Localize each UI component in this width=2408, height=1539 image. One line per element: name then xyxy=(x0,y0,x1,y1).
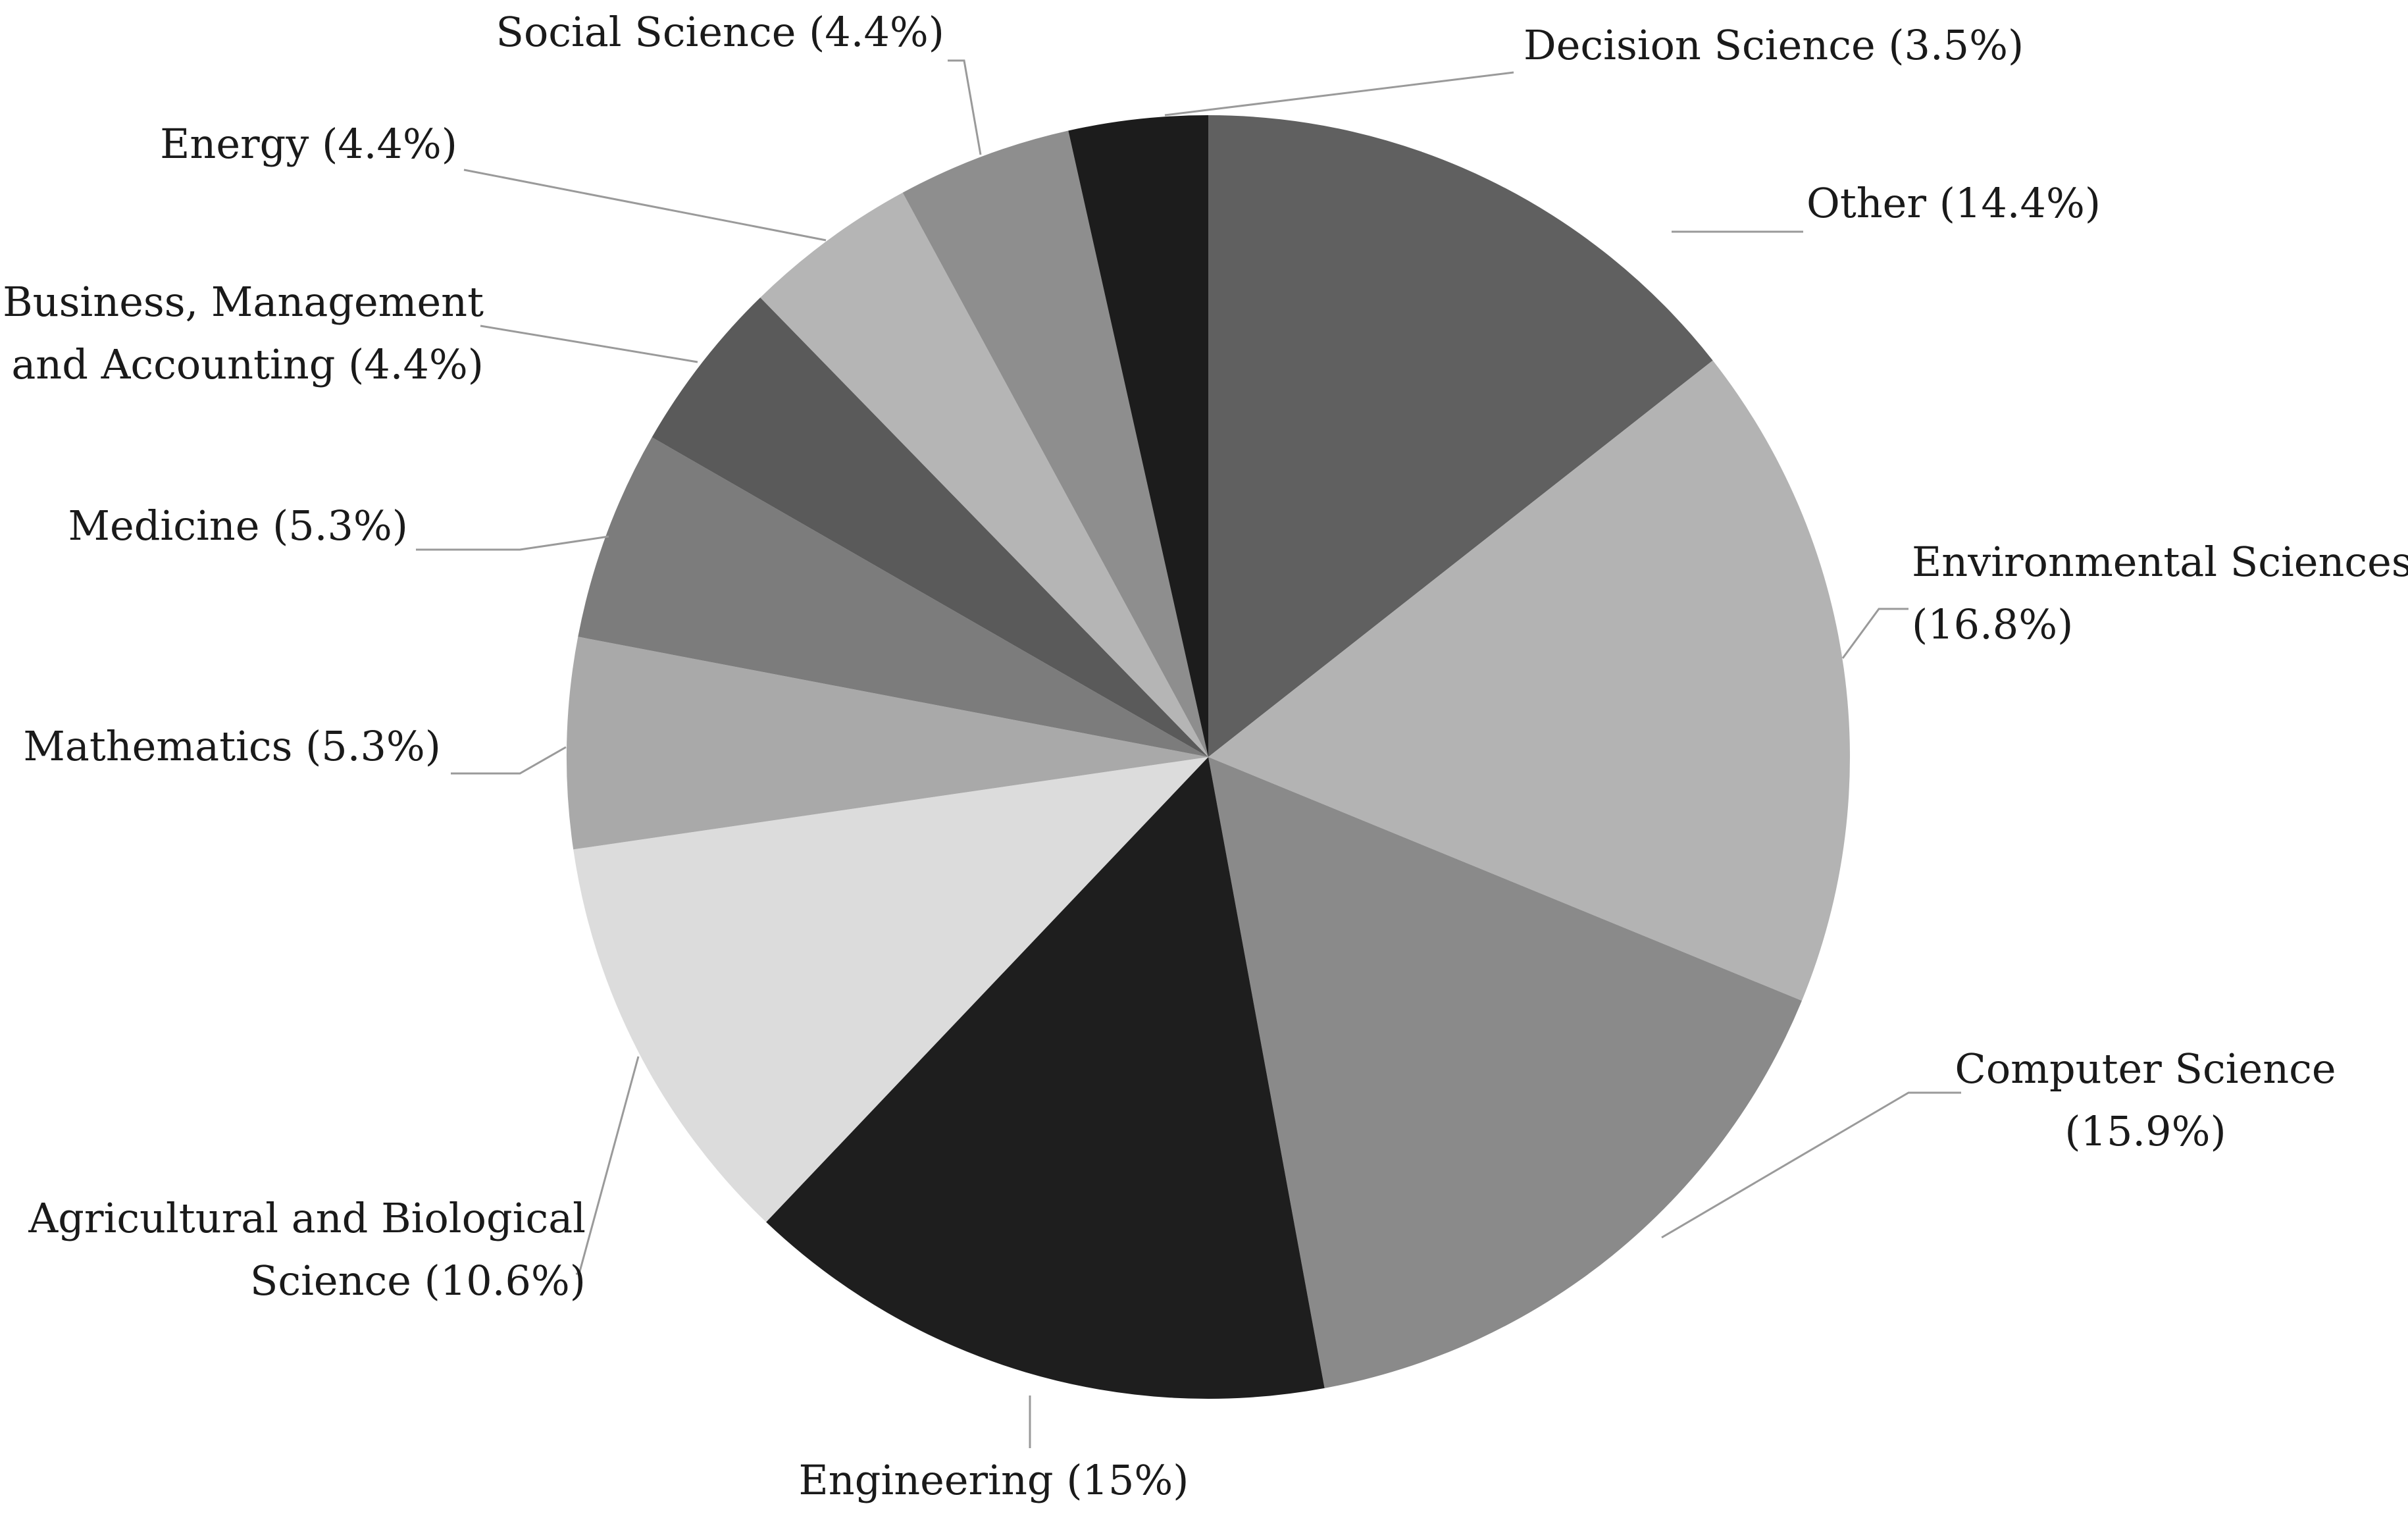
slice-label-line: Social Science (4.4%) xyxy=(496,8,944,56)
slice-engineering xyxy=(766,757,1325,1399)
slice-mathematics xyxy=(566,637,1208,850)
slice-label-energy: Energy (4.4%) xyxy=(160,120,457,168)
slice-label-environmental-sciences: Environmental Sciences (16.8%) xyxy=(1912,538,2408,648)
slice-energy xyxy=(760,192,1208,757)
slice-label-line: Environmental Sciences xyxy=(1912,538,2408,586)
slice-business-management-and-accounting xyxy=(652,297,1208,758)
slice-label-line: Science (10.6%) xyxy=(250,1257,586,1305)
slice-computer-science xyxy=(1208,757,1802,1388)
slice-label-line: Mathematics (5.3%) xyxy=(23,722,441,770)
slice-label-line: Energy (4.4%) xyxy=(160,120,457,168)
slice-label-engineering: Engineering (15%) xyxy=(799,1456,1189,1504)
slice-agricultural-and-biological-science xyxy=(573,757,1208,1222)
leader-line-social-science xyxy=(948,59,982,155)
slice-label-medicine: Medicine (5.3%) xyxy=(68,502,408,550)
pie-slices xyxy=(566,115,1850,1399)
slice-label-line: Computer Science xyxy=(1955,1045,2336,1093)
leader-line-computer-science xyxy=(1661,1091,1961,1239)
leader-line-environmental-sciences xyxy=(1841,608,1908,659)
slice-label-social-science: Social Science (4.4%) xyxy=(496,8,944,56)
slice-label-line: Other (14.4%) xyxy=(1806,179,2101,227)
leader-line-business-management-and-accounting xyxy=(480,325,698,363)
slice-label-decision-science: Decision Science (3.5%) xyxy=(1524,21,2024,69)
slice-social-science xyxy=(902,130,1208,758)
slice-label-line: (16.8%) xyxy=(1912,600,2073,648)
slice-label-line: and Accounting (4.4%) xyxy=(11,340,484,388)
slice-label-line: Engineering (15%) xyxy=(799,1456,1189,1504)
slice-environmental-sciences xyxy=(1208,360,1850,1001)
slice-label-line: Decision Science (3.5%) xyxy=(1524,21,2024,69)
slice-label-business-management-and-accounting: Business, Management and Accounting (4.4%… xyxy=(3,278,484,388)
slice-other xyxy=(1208,115,1713,757)
slice-label-line: Agricultural and Biological xyxy=(28,1194,586,1242)
leader-line-mathematics xyxy=(451,746,567,775)
leader-line-agricultural-and-biological-science xyxy=(576,1056,640,1275)
slice-label-computer-science: Computer Science (15.9%) xyxy=(1955,1045,2336,1155)
leader-line-medicine xyxy=(416,535,609,551)
slice-label-other: Other (14.4%) xyxy=(1806,179,2101,227)
slice-medicine xyxy=(578,437,1208,757)
leader-line-energy xyxy=(463,169,827,242)
slice-decision-science xyxy=(1068,115,1208,757)
slice-label-line: (15.9%) xyxy=(2064,1107,2226,1155)
slice-labels: Other (14.4%) Environmental Sciences (16.8… xyxy=(3,8,2408,1504)
slice-label-line: Business, Management xyxy=(3,278,484,326)
slice-label-agricultural-and-biological-science: Agricultural and Biological Science (10.6… xyxy=(28,1194,586,1305)
leader-lines xyxy=(416,59,1961,1448)
slice-label-line: Medicine (5.3%) xyxy=(68,502,408,550)
leader-line-decision-science xyxy=(1164,71,1514,117)
slice-label-mathematics: Mathematics (5.3%) xyxy=(23,722,441,770)
